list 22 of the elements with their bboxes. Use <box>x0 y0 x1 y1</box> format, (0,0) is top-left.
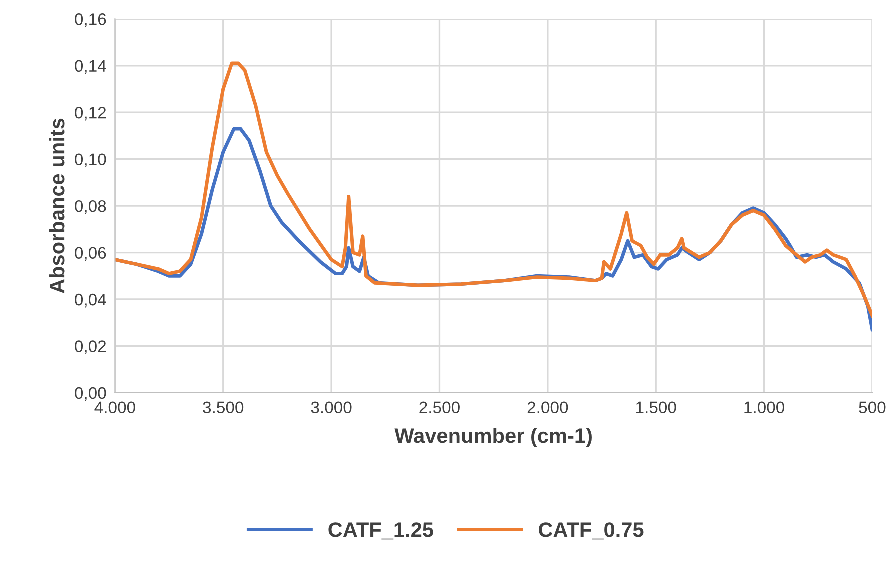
y-tick-label: 0,12 <box>75 107 106 121</box>
y-tick-label: 0,02 <box>75 340 106 354</box>
x-tick-label: 2.000 <box>528 402 568 414</box>
x-tick-label: 3.000 <box>311 402 352 414</box>
y-tick-label: 0,10 <box>75 154 106 168</box>
x-tick-label: 4.000 <box>94 402 136 414</box>
y-tick-label: 0,14 <box>75 60 106 74</box>
x-tick-label: 500 <box>859 402 886 414</box>
x-axis-title: Wavenumber (cm-1) <box>394 428 592 448</box>
y-tick-label: 0,16 <box>75 14 106 28</box>
x-tick-label: 1.500 <box>636 402 676 414</box>
y-tick-label: 0,06 <box>75 247 106 261</box>
y-tick-label: 0,00 <box>75 387 106 402</box>
y-tick-label: 0,04 <box>75 294 106 308</box>
y-axis-title: Absorbance units <box>49 118 65 294</box>
x-tick-label: 2.500 <box>420 402 460 414</box>
x-tick-label: 3.500 <box>203 402 244 414</box>
legend-label: CATF_1.25 <box>328 522 434 540</box>
y-tick-label: 0,08 <box>75 200 106 214</box>
legend-label: CATF_0.75 <box>539 522 644 540</box>
x-tick-label: 1.000 <box>744 402 784 414</box>
line-series <box>115 62 872 318</box>
